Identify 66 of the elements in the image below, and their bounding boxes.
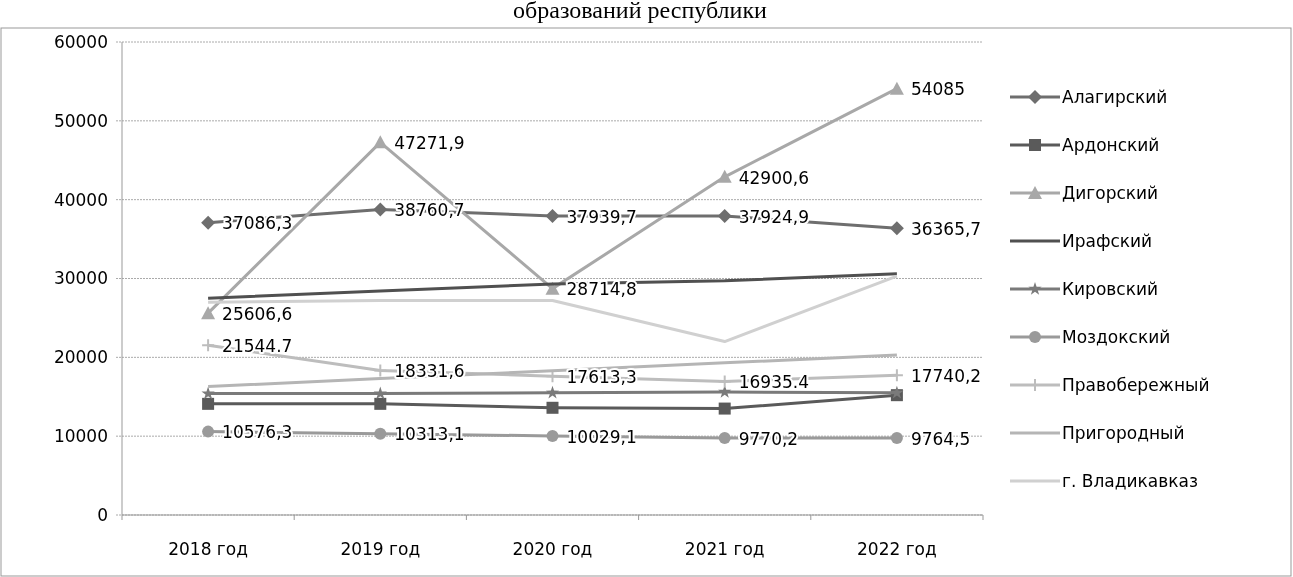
legend-label: Моздокский	[1062, 326, 1171, 347]
chart-title: образований республики	[513, 0, 768, 23]
point	[545, 281, 560, 295]
data-label: 10576,3	[222, 422, 293, 443]
x-tick-label: 2018 год	[168, 539, 248, 559]
x-tick-label: 2019 год	[340, 539, 421, 559]
point	[201, 215, 216, 230]
point	[890, 385, 904, 399]
data-label: 16935.4	[738, 372, 810, 393]
data-label: 21544.7	[222, 335, 293, 356]
point	[717, 169, 732, 183]
y-tick-label: 40000	[53, 189, 108, 210]
y-tick-label: 60000	[53, 31, 108, 52]
x-tick-label: 2022 год	[857, 539, 937, 559]
data-label: 47271,9	[394, 133, 465, 154]
point	[718, 402, 731, 415]
y-tick-label: 0	[97, 504, 108, 525]
legend-label: Ирафский	[1062, 230, 1153, 251]
point	[373, 135, 388, 149]
data-label: 37086,3	[222, 213, 293, 234]
x-tick-label: 2020 год	[512, 539, 593, 559]
y-tick-label: 10000	[53, 426, 108, 447]
data-label: 9770,2	[738, 428, 799, 449]
point	[373, 363, 388, 378]
y-tick-label: 30000	[53, 268, 108, 289]
data-label: 28714,8	[566, 279, 637, 300]
point	[201, 386, 215, 400]
legend-label: Кировский	[1062, 278, 1159, 299]
point	[374, 427, 387, 440]
point	[718, 385, 732, 398]
point	[546, 401, 559, 414]
point	[890, 432, 903, 445]
point	[373, 386, 387, 400]
point	[374, 397, 387, 410]
data-label: 17613,3	[566, 366, 637, 387]
data-label: 18331,6	[394, 361, 465, 382]
legend-label: Дигорский	[1062, 182, 1159, 203]
point	[201, 338, 216, 353]
legend-label: Пригородный	[1062, 422, 1185, 443]
point	[717, 209, 732, 224]
point	[545, 208, 560, 223]
y-tick-label: 50000	[53, 110, 108, 131]
legend-label: г. Владикавказ	[1062, 470, 1198, 491]
point	[202, 425, 215, 438]
data-label: 42900,6	[738, 167, 810, 188]
data-label: 17740,2	[910, 365, 982, 386]
legend-label: Правобережный	[1062, 374, 1210, 395]
x-tick-label: 2021 год	[684, 539, 765, 559]
legend-label: Алагирский	[1062, 86, 1168, 107]
point	[889, 221, 904, 236]
y-tick-label: 20000	[53, 347, 108, 368]
point	[889, 81, 904, 95]
point	[201, 306, 216, 320]
point	[545, 385, 560, 399]
point	[546, 429, 559, 442]
data-label: 10313,1	[394, 424, 465, 445]
data-label: 25606,6	[222, 303, 293, 324]
point	[202, 397, 215, 410]
legend-label: Ардонский	[1062, 134, 1160, 155]
line-series	[206, 272, 899, 300]
data-label: 54085	[910, 79, 965, 100]
point	[718, 431, 731, 444]
data-label: 36365,7	[910, 219, 982, 240]
data-label: 10029,1	[566, 426, 637, 447]
data-label: 9764,5	[910, 428, 971, 449]
point	[373, 202, 388, 217]
